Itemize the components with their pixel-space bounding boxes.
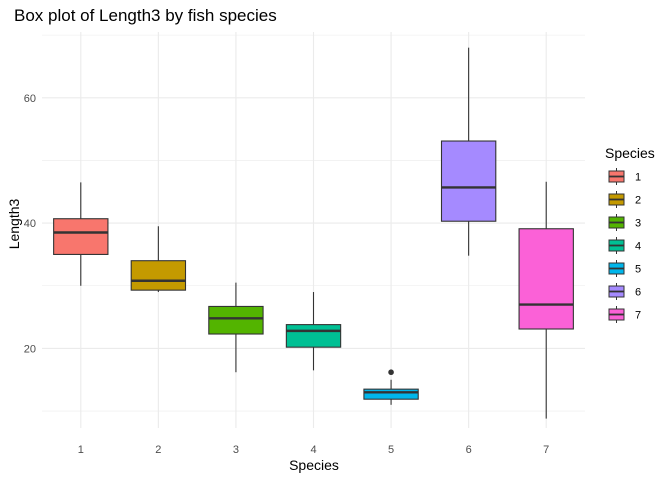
box-species-6 (440, 47, 497, 256)
legend-title: Species (605, 145, 655, 161)
x-tick-label: 1 (78, 444, 84, 456)
legend-label: 2 (635, 195, 641, 207)
box-iqr (440, 140, 497, 222)
legend-item-7: 7 (608, 306, 641, 323)
legend-label: 1 (635, 172, 641, 184)
legend-item-3: 3 (608, 214, 641, 231)
box-layer (53, 47, 574, 419)
legend-label: 4 (635, 241, 641, 253)
x-tick-label: 7 (543, 444, 549, 456)
box-species-4 (285, 292, 342, 371)
box-species-2 (130, 226, 187, 293)
legend-item-6: 6 (608, 283, 641, 300)
box-iqr (53, 218, 109, 255)
box-iqr (208, 305, 264, 335)
x-tick-label: 2 (155, 444, 161, 456)
legend-label: 5 (635, 264, 641, 276)
x-tick-label: 5 (388, 444, 394, 456)
legend-label: 6 (635, 287, 641, 299)
legend-items: 1 2 3 4 5 6 7 (608, 168, 641, 323)
box-iqr (130, 260, 187, 291)
box-iqr (518, 228, 574, 330)
box-iqr (363, 388, 419, 400)
x-tick-label: 4 (310, 444, 316, 456)
x-tick-label: 6 (466, 444, 472, 456)
legend-item-4: 4 (608, 237, 641, 254)
y-tick-label: 20 (24, 343, 36, 355)
outlier-point (388, 369, 394, 376)
box-species-3 (208, 282, 264, 373)
box-iqr (285, 324, 342, 348)
y-tick-label: 60 (24, 93, 36, 105)
chart-title: Box plot of Length3 by fish species (14, 6, 277, 25)
legend: Species 1 2 3 4 5 6 7 (605, 145, 655, 323)
legend-item-2: 2 (608, 191, 641, 208)
y-tick-label: 40 (24, 218, 36, 230)
legend-label: 7 (635, 310, 641, 322)
tick-labels: 20 40 60 1 2 3 4 5 6 7 (24, 93, 550, 456)
y-axis-title: Length3 (6, 198, 22, 249)
legend-item-1: 1 (608, 168, 641, 185)
x-axis-title: Species (289, 457, 339, 473)
box-species-7 (518, 181, 574, 419)
box-species-1 (53, 182, 109, 286)
box-species-5 (363, 369, 419, 405)
x-tick-label: 3 (233, 444, 239, 456)
legend-label: 3 (635, 218, 641, 230)
legend-item-5: 5 (608, 260, 641, 277)
